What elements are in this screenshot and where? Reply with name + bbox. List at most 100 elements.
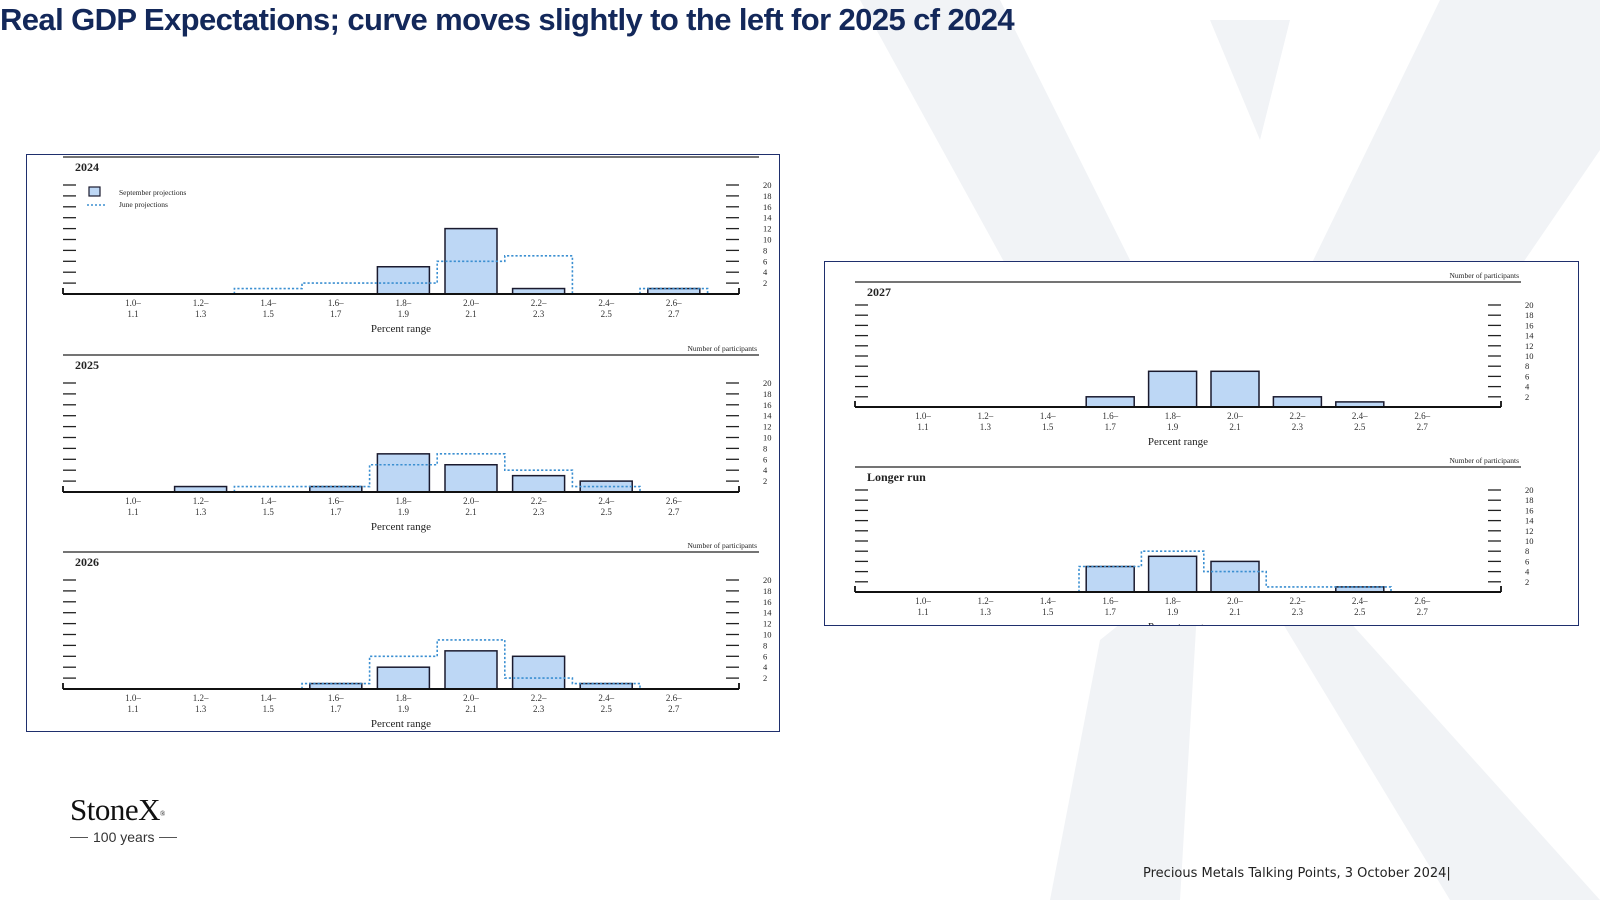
x-tick-label-end: 2.5 xyxy=(1354,422,1366,432)
fomc-gdp-panel-2024-2026: Number of participants202424681012141618… xyxy=(26,154,780,732)
bar-1.6–1.7 xyxy=(1085,396,1135,408)
ylabel: Number of participants xyxy=(1449,456,1519,465)
ylabel: Number of participants xyxy=(1449,271,1519,280)
x-tick-label: 1.8– xyxy=(396,693,412,703)
logo-name: StoneX® xyxy=(70,792,165,827)
x-tick-label-end: 1.7 xyxy=(1105,607,1117,617)
y-tick-label: 12 xyxy=(763,422,772,432)
x-tick-label-end: 2.1 xyxy=(465,309,476,319)
y-tick-label: 2 xyxy=(1525,392,1529,402)
x-tick-label-end: 1.5 xyxy=(1042,607,1054,617)
x-tick-label-end: 1.3 xyxy=(195,507,207,517)
y-tick-label: 6 xyxy=(1525,556,1529,566)
y-tick-label: 14 xyxy=(1525,331,1534,341)
chart-2: Number of participants 2026 24681012141618… xyxy=(62,541,772,730)
x-tick-label: 1.2– xyxy=(193,298,209,308)
x-tick-label: 1.4– xyxy=(1040,411,1056,421)
x-tick-label: 2.0– xyxy=(463,693,479,703)
x-tick-label: 2.4– xyxy=(598,693,614,703)
y-tick-label: 20 xyxy=(763,575,772,585)
stonex-logo: StoneX® 100 years xyxy=(70,792,178,845)
x-tick-label: 1.8– xyxy=(1165,411,1181,421)
xlabel: Percent range xyxy=(1148,621,1208,625)
x-tick-label: 2.2– xyxy=(531,298,547,308)
x-tick-label-end: 2.1 xyxy=(465,507,476,517)
xlabel: Percent range xyxy=(371,718,431,730)
y-tick-label: 8 xyxy=(763,640,767,650)
y-tick-label: 8 xyxy=(763,443,767,453)
xlabel: Percent range xyxy=(1148,436,1208,448)
x-tick-label-end: 1.7 xyxy=(330,704,342,714)
y-tick-label: 16 xyxy=(763,597,772,607)
x-tick-label-end: 1.1 xyxy=(917,607,928,617)
y-tick-label: 12 xyxy=(1525,526,1534,536)
y-tick-label: 6 xyxy=(763,651,767,661)
x-tick-label-end: 2.7 xyxy=(668,507,680,517)
y-tick-label: 2 xyxy=(1525,577,1529,587)
x-tick-label: 1.0– xyxy=(125,298,141,308)
logo-tagline: 100 years xyxy=(70,829,178,845)
y-tick-label: 8 xyxy=(1525,546,1529,556)
y-tick-label: 12 xyxy=(763,224,772,234)
x-tick-label-end: 1.1 xyxy=(127,507,138,517)
x-tick-label: 1.6– xyxy=(328,496,344,506)
chart-title: 2024 xyxy=(75,160,99,174)
y-tick-label: 4 xyxy=(763,465,768,475)
x-tick-label-end: 2.1 xyxy=(1229,607,1240,617)
x-tick-label-end: 1.3 xyxy=(195,704,207,714)
bar-1.6–1.7 xyxy=(1085,565,1135,593)
x-tick-label: 1.6– xyxy=(1102,596,1118,606)
x-tick-label-end: 2.5 xyxy=(1354,607,1366,617)
y-tick-label: 4 xyxy=(763,662,768,672)
y-tick-label: 4 xyxy=(1525,567,1530,577)
y-tick-label: 8 xyxy=(763,245,767,255)
x-tick-label-end: 1.3 xyxy=(195,309,207,319)
x-tick-label-end: 1.1 xyxy=(127,704,138,714)
x-tick-label: 1.2– xyxy=(193,693,209,703)
x-tick-label: 2.4– xyxy=(598,496,614,506)
x-tick-label-end: 2.5 xyxy=(601,507,613,517)
fomc-gdp-panel-2027-longer-run: Number of participants 2027 2 4 6 8 10 12 14 16 18… xyxy=(824,261,1579,626)
x-tick-label: 1.2– xyxy=(193,496,209,506)
x-tick-label-end: 1.9 xyxy=(398,704,410,714)
bar-2.2–2.3 xyxy=(511,474,566,493)
y-tick-label: 14 xyxy=(1525,516,1534,526)
x-tick-label: 2.4– xyxy=(1352,411,1368,421)
bar-1.8–1.9 xyxy=(376,666,431,690)
x-tick-label-end: 1.7 xyxy=(330,309,342,319)
y-tick-label: 12 xyxy=(1525,341,1534,351)
y-tick-label: 10 xyxy=(763,433,772,443)
x-tick-label: 1.4– xyxy=(260,693,276,703)
bar-1.8–1.9 xyxy=(376,453,431,493)
x-tick-label: 1.8– xyxy=(396,496,412,506)
x-tick-label: 1.0– xyxy=(125,496,141,506)
x-tick-label-end: 1.9 xyxy=(1167,607,1179,617)
chart-title: 2026 xyxy=(75,555,99,569)
x-tick-label-end: 2.3 xyxy=(1292,422,1304,432)
chart-title: 2025 xyxy=(75,358,99,372)
y-tick-label: 6 xyxy=(763,256,767,266)
y-tick-label: 12 xyxy=(763,619,772,629)
x-tick-label-end: 2.1 xyxy=(1229,422,1240,432)
june-projection-line xyxy=(301,639,641,689)
x-tick-label-end: 1.1 xyxy=(127,309,138,319)
x-tick-label-end: 1.5 xyxy=(263,507,275,517)
y-tick-label: 4 xyxy=(763,267,768,277)
x-tick-label-end: 2.7 xyxy=(1417,422,1429,432)
y-tick-label: 18 xyxy=(1525,495,1534,505)
y-tick-label: 2 xyxy=(763,476,767,486)
x-tick-label-end: 1.9 xyxy=(398,309,410,319)
x-tick-label: 1.6– xyxy=(1102,411,1118,421)
legend-label-june: June projections xyxy=(119,200,168,209)
footer-caption: Precious Metals Talking Points, 3 Octobe… xyxy=(1143,866,1451,881)
y-tick-label: 16 xyxy=(763,202,772,212)
chart-3: Number of participants 2027 24681012141618… xyxy=(854,271,1534,448)
june-projection-line xyxy=(233,453,641,492)
x-tick-label: 1.0– xyxy=(915,596,931,606)
y-tick-label: 14 xyxy=(763,411,772,421)
y-tick-label: 6 xyxy=(1525,371,1529,381)
y-tick-label: 20 xyxy=(763,180,772,190)
june-projection-line xyxy=(1078,550,1392,592)
x-tick-label: 2.6– xyxy=(666,496,682,506)
ylabel: Number of participants xyxy=(687,344,757,353)
